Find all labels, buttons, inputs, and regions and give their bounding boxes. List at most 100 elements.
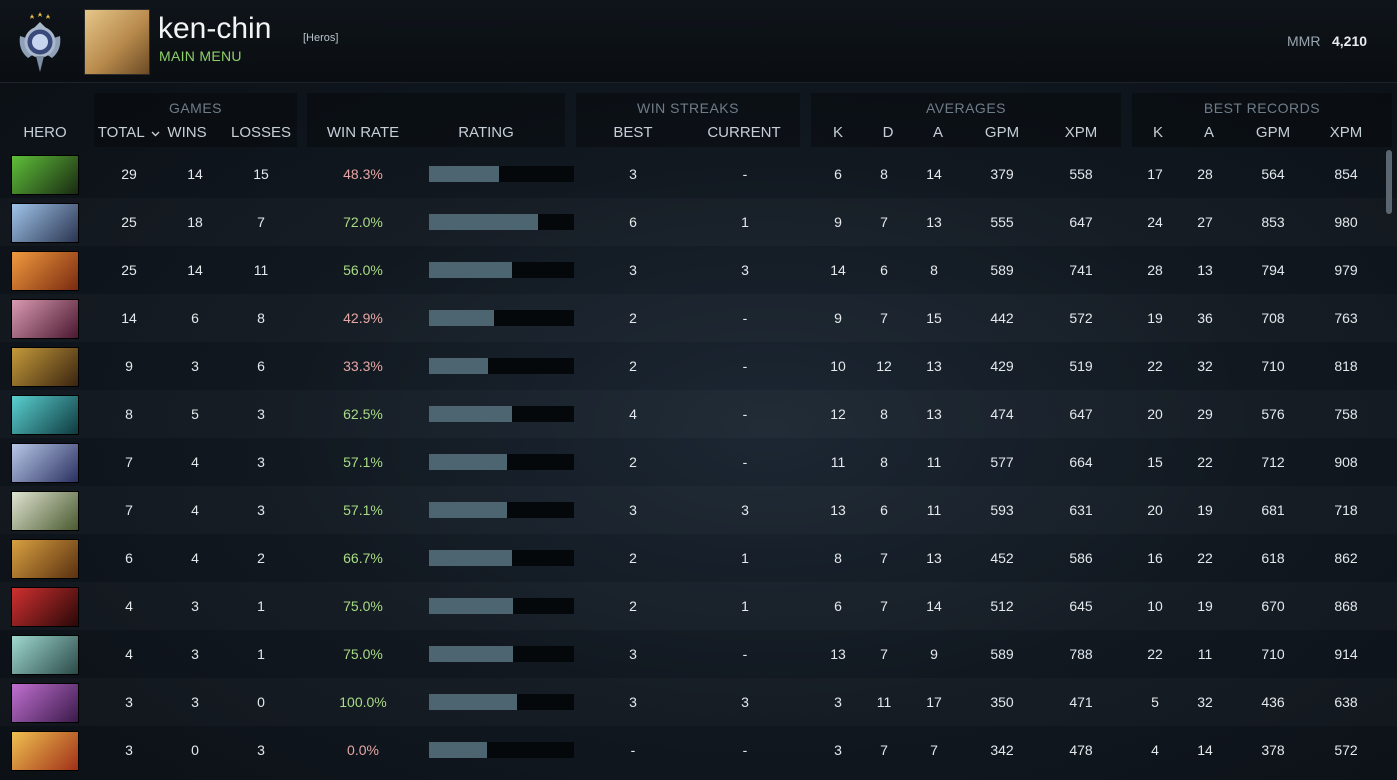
mmr-value: 4,210 xyxy=(1332,33,1368,49)
hero-portrait[interactable] xyxy=(11,587,79,627)
cell-best: 3 xyxy=(629,502,637,518)
cell-win-rate: 48.3% xyxy=(343,166,383,182)
cell-ra: 32 xyxy=(1197,358,1213,374)
col-win-rate[interactable]: WIN RATE xyxy=(326,124,400,141)
cell-a: 14 xyxy=(926,598,942,614)
hero-portrait[interactable] xyxy=(11,443,79,483)
cell-rxpm: 818 xyxy=(1334,358,1358,374)
cell-rgpm: 378 xyxy=(1261,742,1285,758)
col-avg-xpm[interactable]: XPM xyxy=(1064,124,1098,141)
cell-current: 1 xyxy=(741,550,749,566)
averages-group-title: AVERAGES xyxy=(926,100,1006,116)
cell-rk: 17 xyxy=(1147,166,1163,182)
table-row[interactable]: 4 3 1 2 1 6 7 14 512 645 10 19 670 868 75.0% xyxy=(0,582,1397,630)
col-rec-gpm[interactable]: GPM xyxy=(1255,124,1291,141)
cell-d: 8 xyxy=(880,454,888,470)
cell-k: 3 xyxy=(834,742,842,758)
rating-bar xyxy=(429,310,574,326)
cell-total: 3 xyxy=(125,694,133,710)
table-row[interactable]: 8 5 3 4 - 12 8 13 474 647 20 29 576 758 62.5% xyxy=(0,390,1397,438)
col-streak-best[interactable]: BEST xyxy=(613,124,653,141)
cell-losses: 15 xyxy=(253,166,269,182)
col-rating[interactable]: RATING xyxy=(458,124,514,141)
table-row[interactable]: 7 4 3 2 - 11 8 11 577 664 15 22 712 908 57.1% xyxy=(0,438,1397,486)
cell-rxpm: 718 xyxy=(1334,502,1358,518)
main-menu-link[interactable]: MAIN MENU xyxy=(159,48,242,64)
hero-portrait[interactable] xyxy=(11,299,79,339)
player-avatar[interactable] xyxy=(84,9,150,75)
table-row[interactable]: 14 6 8 2 - 9 7 15 442 572 19 36 708 763 42.9% xyxy=(0,294,1397,342)
cell-rk: 24 xyxy=(1147,214,1163,230)
table-row[interactable]: 4 3 1 3-13 7 9 589 788 22 11 710 914 75.0% xyxy=(0,630,1397,678)
col-wins[interactable]: WINS xyxy=(167,124,207,141)
table-row[interactable]: 29 14 15 3 - 6 8 14 379 558 17 28 564 854 48.3% xyxy=(0,150,1397,198)
cell-losses: 8 xyxy=(257,310,265,326)
rating-bar xyxy=(429,166,574,182)
cell-win-rate: 66.7% xyxy=(343,550,383,566)
cell-losses: 3 xyxy=(257,742,265,758)
hero-portrait[interactable] xyxy=(11,683,79,723)
hero-portrait[interactable] xyxy=(11,491,79,531)
rating-bar-fill xyxy=(429,262,512,278)
cell-total: 29 xyxy=(121,166,137,182)
cell-rk: 19 xyxy=(1147,310,1163,326)
cell-xpm: 647 xyxy=(1069,214,1093,230)
cell-a: 15 xyxy=(926,310,942,326)
cell-xpm: 558 xyxy=(1069,166,1093,182)
cell-wins: 4 xyxy=(191,454,199,470)
rating-bar xyxy=(429,406,574,422)
cell-a: 11 xyxy=(926,454,942,470)
hero-portrait[interactable] xyxy=(11,347,79,387)
chevron-down-icon xyxy=(151,131,160,137)
col-total[interactable]: TOTAL xyxy=(96,124,162,141)
hero-portrait[interactable] xyxy=(11,395,79,435)
table-row[interactable]: 7 4 3 3 3 13 6 11 593 631 20 19 681 718 57.1% xyxy=(0,486,1397,534)
table-row[interactable]: 3 3 0 3 3 3 11 17 350 471 5 32 436 638 100.0% xyxy=(0,678,1397,726)
table-row[interactable]: 6 4 2 2 1 8 7 13 452 586 16 22 618 862 66.7% xyxy=(0,534,1397,582)
cell-rk: 4 xyxy=(1151,742,1159,758)
cell-k: 8 xyxy=(834,550,842,566)
cell-current: - xyxy=(742,406,748,422)
cell-gpm: 589 xyxy=(990,262,1014,278)
cell-gpm: 342 xyxy=(990,742,1014,758)
hero-portrait[interactable] xyxy=(11,539,79,579)
cell-d: 7 xyxy=(880,598,888,614)
col-avg-d[interactable]: D xyxy=(882,124,894,141)
cell-win-rate: 100.0% xyxy=(339,694,387,710)
col-streak-current[interactable]: CURRENT xyxy=(707,124,781,141)
col-avg-gpm[interactable]: GPM xyxy=(984,124,1020,141)
cell-rk: 10 xyxy=(1147,598,1163,614)
cell-rgpm: 618 xyxy=(1261,550,1285,566)
rating-bar xyxy=(429,502,574,518)
col-hero[interactable]: HERO xyxy=(23,124,67,141)
table-row[interactable]: 25 18 7 6 1 9 7 13 555 647 24 27 853 980 72.0% xyxy=(0,198,1397,246)
cell-gpm: 350 xyxy=(990,694,1014,710)
win-streaks-group-title: WIN STREAKS xyxy=(637,100,739,116)
scrollbar-thumb[interactable] xyxy=(1386,150,1392,214)
table-row[interactable]: 9 3 6 2 - 10 12 13 429 519 22 32 710 818 33.3% xyxy=(0,342,1397,390)
cell-total: 25 xyxy=(121,262,137,278)
col-rec-k[interactable]: K xyxy=(1152,124,1163,141)
table-row[interactable]: 3 0 3 - - 3 7 7 342 478 4 14 378 572 0.0% xyxy=(0,726,1397,774)
cell-rxpm: 572 xyxy=(1334,742,1358,758)
table-row[interactable]: 25 14 11 3 3 14 6 8 589 741 28 13 794 979 56.0% xyxy=(0,246,1397,294)
col-rec-a[interactable]: A xyxy=(1203,124,1214,141)
profile-header: ken-chin [Heros] MAIN MENU MMR 4,210 xyxy=(0,0,1397,83)
hero-portrait[interactable] xyxy=(11,155,79,195)
hero-portrait[interactable] xyxy=(11,731,79,771)
hero-portrait[interactable] xyxy=(11,203,79,243)
cell-best: 2 xyxy=(629,454,637,470)
cell-wins: 5 xyxy=(191,406,199,422)
hero-portrait[interactable] xyxy=(11,251,79,291)
cell-losses: 0 xyxy=(257,694,265,710)
cell-wins: 3 xyxy=(191,694,199,710)
col-rec-xpm[interactable]: XPM xyxy=(1329,124,1363,141)
cell-rgpm: 710 xyxy=(1261,646,1285,662)
col-avg-a[interactable]: A xyxy=(932,124,943,141)
cell-best: 2 xyxy=(629,550,637,566)
cell-win-rate: 42.9% xyxy=(343,310,383,326)
col-avg-k[interactable]: K xyxy=(832,124,843,141)
hero-portrait[interactable] xyxy=(11,635,79,675)
cell-rgpm: 708 xyxy=(1261,310,1285,326)
col-losses[interactable]: LOSSES xyxy=(230,124,292,141)
